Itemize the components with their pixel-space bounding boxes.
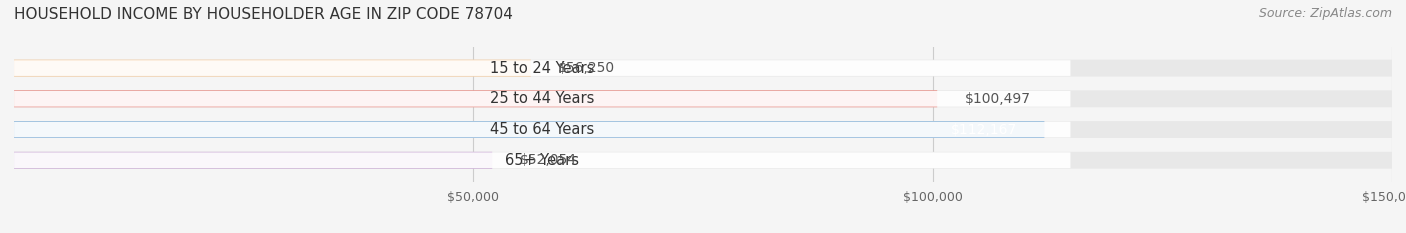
Text: 45 to 64 Years: 45 to 64 Years — [491, 122, 595, 137]
FancyBboxPatch shape — [14, 121, 1045, 138]
Text: $56,250: $56,250 — [558, 61, 616, 75]
FancyBboxPatch shape — [14, 90, 1392, 107]
Text: 65+ Years: 65+ Years — [505, 153, 579, 168]
FancyBboxPatch shape — [14, 122, 1070, 137]
Text: $100,497: $100,497 — [965, 92, 1031, 106]
FancyBboxPatch shape — [14, 60, 1070, 76]
FancyBboxPatch shape — [14, 90, 938, 107]
Text: 15 to 24 Years: 15 to 24 Years — [491, 61, 595, 75]
Text: Source: ZipAtlas.com: Source: ZipAtlas.com — [1258, 7, 1392, 20]
Text: $112,167: $112,167 — [950, 123, 1017, 137]
FancyBboxPatch shape — [14, 91, 1070, 107]
FancyBboxPatch shape — [14, 152, 1392, 169]
Text: HOUSEHOLD INCOME BY HOUSEHOLDER AGE IN ZIP CODE 78704: HOUSEHOLD INCOME BY HOUSEHOLDER AGE IN Z… — [14, 7, 513, 22]
Text: $52,054: $52,054 — [520, 153, 576, 167]
FancyBboxPatch shape — [14, 121, 1392, 138]
FancyBboxPatch shape — [14, 152, 492, 169]
FancyBboxPatch shape — [14, 60, 531, 77]
Text: 25 to 44 Years: 25 to 44 Years — [491, 91, 595, 106]
FancyBboxPatch shape — [14, 152, 1070, 168]
FancyBboxPatch shape — [14, 60, 1392, 77]
